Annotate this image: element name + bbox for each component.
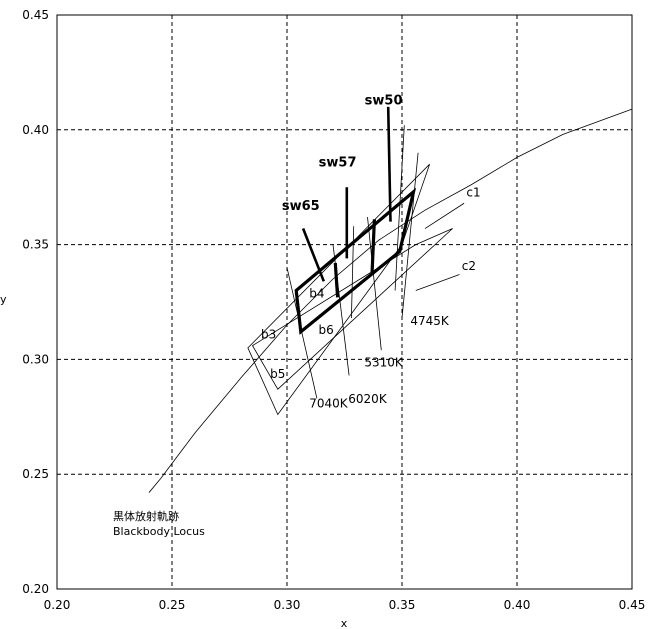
y-tick-label: 0.20 xyxy=(22,582,49,596)
y-tick-label: 0.40 xyxy=(22,123,49,137)
cct-label: 6020K xyxy=(348,392,388,406)
cct-line xyxy=(367,217,382,351)
blackbody-locus-curve xyxy=(160,108,633,480)
bin-label: b4 xyxy=(309,286,324,300)
x-axis-label: x xyxy=(341,617,348,629)
y-tick-label: 0.45 xyxy=(22,8,49,22)
band-label: c2 xyxy=(462,259,476,273)
x-tick-label: 0.40 xyxy=(504,598,531,612)
x-tick-label: 0.25 xyxy=(159,598,186,612)
cct-line xyxy=(401,152,419,319)
sw-line xyxy=(386,106,392,222)
x-tick-label: 0.20 xyxy=(44,598,71,612)
cct-line xyxy=(394,125,405,291)
sw-lines xyxy=(301,106,392,282)
bin-divider xyxy=(370,219,376,273)
locus-label-ja: 黒体放射軌跡 xyxy=(113,509,179,523)
cct-label: 4745K xyxy=(410,314,450,328)
sw-label: sw65 xyxy=(282,199,320,214)
band-c2 xyxy=(251,228,453,390)
cct-label: 5310K xyxy=(364,355,404,369)
thick-bins xyxy=(294,187,417,335)
annotation-labels: 7040K 6020K 5310K 4745K sw65 sw57 sw50 c1 c2 b3 b4… xyxy=(261,94,481,411)
plot-area xyxy=(56,14,633,590)
sw-label: sw50 xyxy=(365,94,403,109)
y-tick-label: 0.30 xyxy=(22,352,49,366)
y-axis-label: y xyxy=(0,293,7,306)
x-tick-label: 0.30 xyxy=(274,598,301,612)
sw-label: sw57 xyxy=(319,156,357,171)
cct-line xyxy=(286,267,318,399)
cct-label: 7040K xyxy=(309,397,349,411)
c1-leader xyxy=(424,202,465,229)
grid xyxy=(57,15,632,589)
y-tick-label: 0.25 xyxy=(22,467,49,481)
bin-label: b6 xyxy=(318,323,333,337)
sw-line xyxy=(301,228,326,282)
bin-label: b3 xyxy=(261,328,276,342)
bin-divider xyxy=(333,262,340,298)
locus-tail xyxy=(148,478,161,493)
x-tick-label: 0.45 xyxy=(619,598,646,612)
c2-leader xyxy=(415,274,460,291)
bin-label: b5 xyxy=(270,367,285,381)
x-tick-label: 0.35 xyxy=(389,598,416,612)
tick-labels: 0.20 0.25 0.30 0.35 0.40 0.45 0.20 0.25 0.30 0.35… xyxy=(22,8,645,612)
y-tick-label: 0.35 xyxy=(22,238,49,252)
band-label: c1 xyxy=(466,185,480,199)
locus-label-en: Blackbody Locus xyxy=(113,525,205,538)
